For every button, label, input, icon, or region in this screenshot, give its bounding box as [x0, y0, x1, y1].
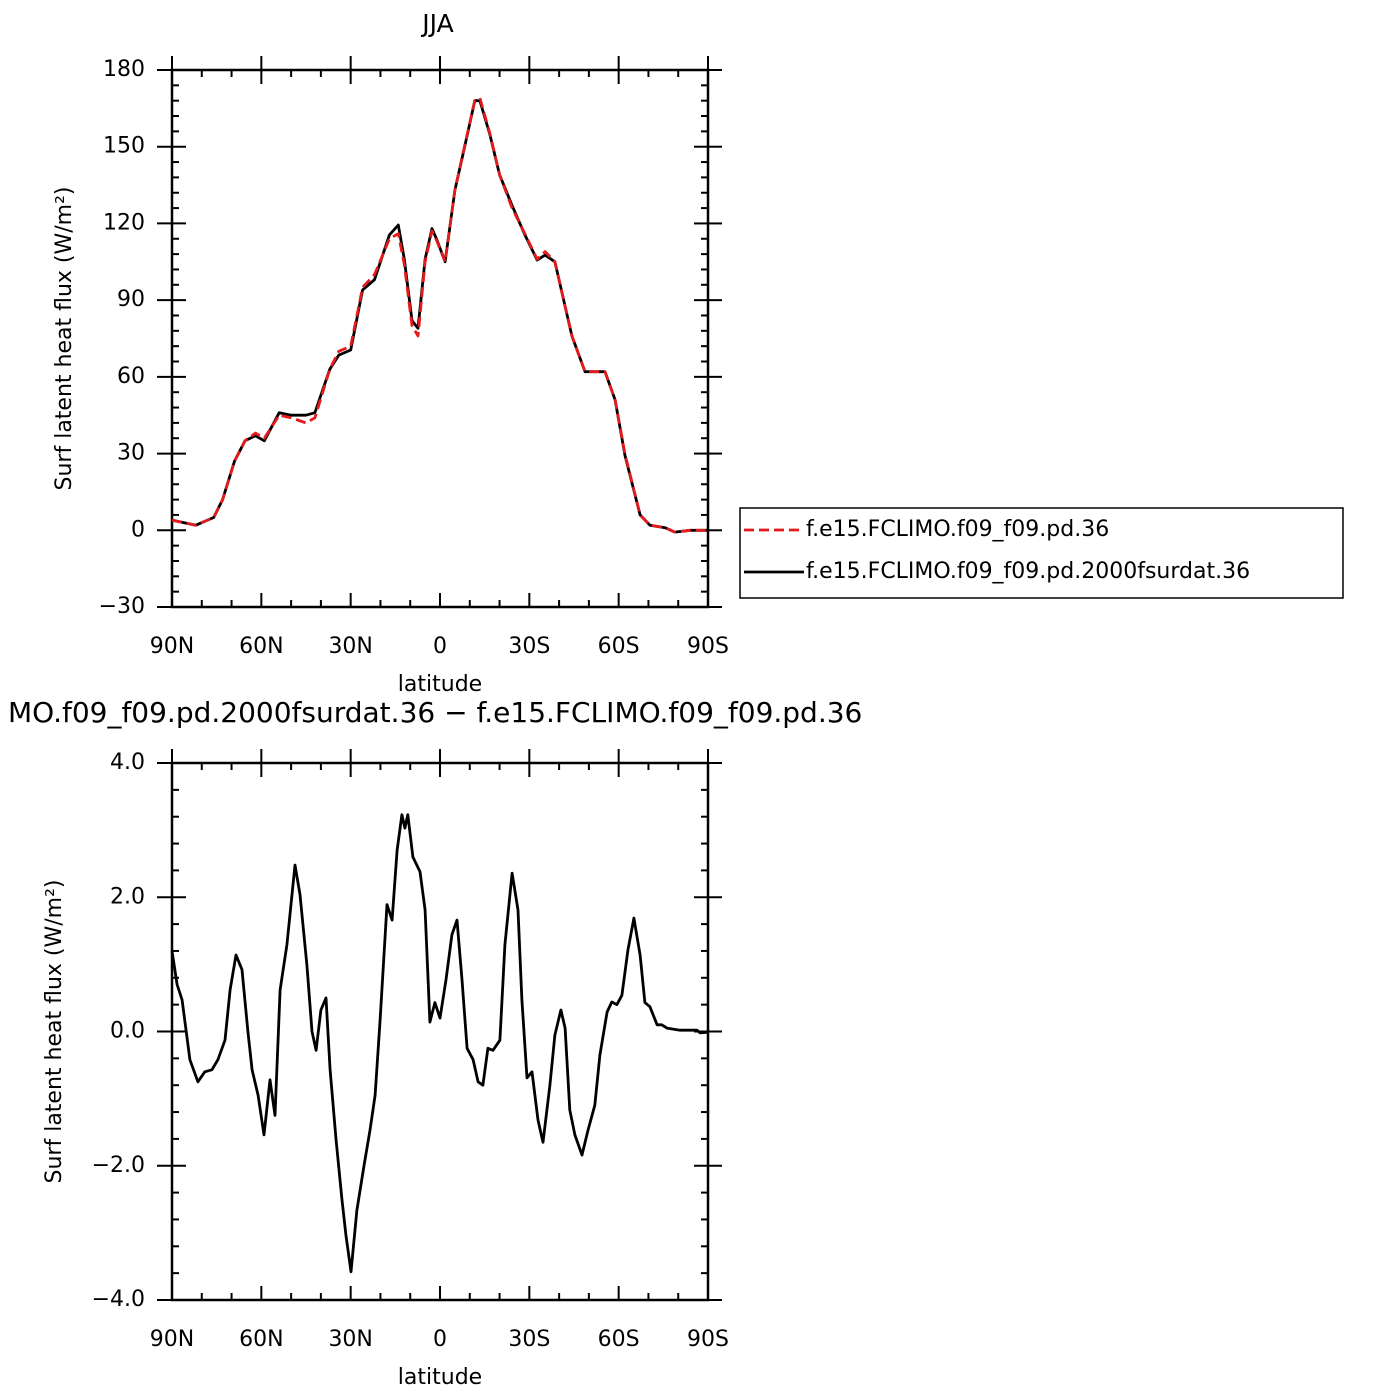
y-tick-label: −2.0: [92, 1153, 145, 1178]
plot-frame: [170, 68, 710, 609]
x-axis-label: latitude: [398, 672, 482, 697]
y-tick-label: 0: [131, 517, 145, 542]
x-tick-label: 30N: [328, 634, 372, 659]
y-axis-label: Surf latent heat flux (W/m²): [42, 880, 67, 1184]
x-tick-label: 90S: [687, 634, 729, 659]
x-tick-label: 60N: [239, 634, 283, 659]
data-line: [171, 96, 708, 534]
y-tick-label: 60: [117, 364, 145, 389]
legend-box: [739, 507, 1344, 599]
data-line: [170, 813, 709, 1274]
legend-label: f.e15.FCLIMO.f09_f09.pd.2000fsurdat.36: [806, 559, 1250, 584]
x-tick-label: 90N: [150, 634, 194, 659]
y-tick-label: −4.0: [92, 1287, 145, 1312]
y-tick-label: 150: [103, 134, 145, 159]
y-tick-label: 30: [117, 441, 145, 466]
y-tick-label: 90: [117, 287, 145, 312]
x-tick-label: 0: [433, 634, 447, 659]
chart-title: MO.f09_f09.pd.2000fsurdat.36 − f.e15.FCL…: [8, 696, 862, 729]
chart-title: JJA: [420, 9, 453, 38]
x-tick-label: 60S: [598, 634, 640, 659]
y-tick-label: 180: [103, 57, 145, 82]
x-tick-label: 0: [433, 1327, 447, 1352]
y-tick-label: −30: [99, 594, 145, 619]
y-tick-label: 2.0: [110, 884, 145, 909]
y-tick-label: 120: [103, 210, 145, 235]
x-tick-label: 60S: [598, 1327, 640, 1352]
x-axis-label: latitude: [398, 1365, 482, 1390]
y-axis-label: Surf latent heat flux (W/m²): [52, 187, 77, 491]
legend-label: f.e15.FCLIMO.f09_f09.pd.36: [806, 517, 1109, 542]
y-tick-label: 4.0: [110, 750, 145, 775]
x-tick-label: 30N: [328, 1327, 372, 1352]
y-tick-label: 0.0: [110, 1019, 145, 1044]
x-tick-label: 60N: [239, 1327, 283, 1352]
x-tick-label: 30S: [508, 1327, 550, 1352]
x-tick-label: 90N: [150, 1327, 194, 1352]
x-tick-label: 90S: [687, 1327, 729, 1352]
plot-frame: [170, 761, 710, 1302]
x-tick-label: 30S: [508, 634, 550, 659]
